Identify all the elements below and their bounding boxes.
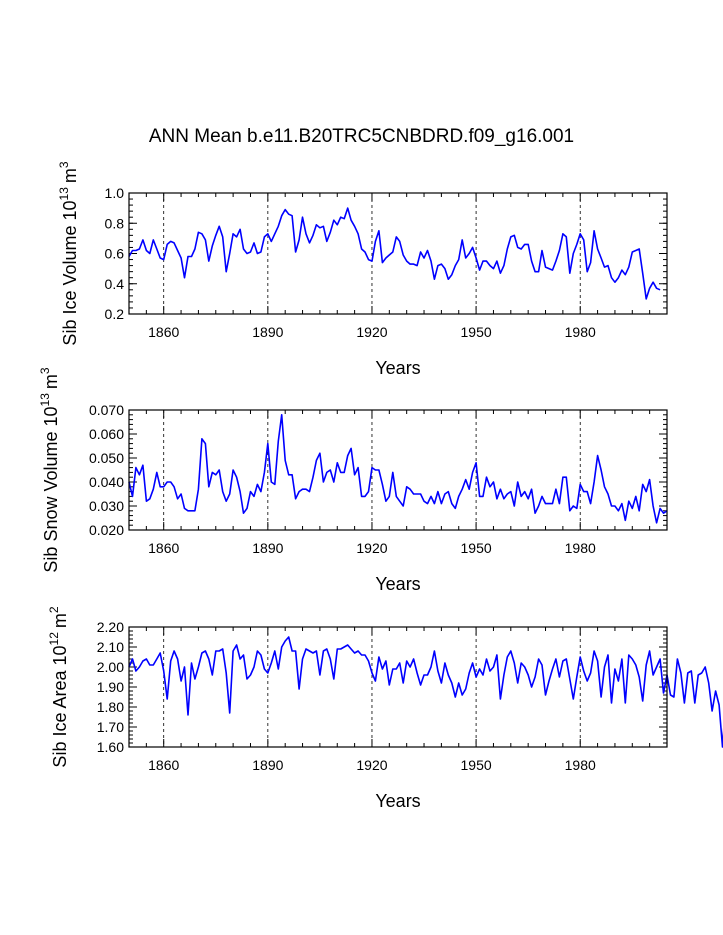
- plot-frame: [128, 626, 668, 748]
- x-tick-label-1980: 1980: [565, 324, 596, 340]
- y-axis-label: Sib Ice Volume 1013 m3: [57, 161, 80, 345]
- x-tick-label-1860: 1860: [148, 757, 179, 773]
- chart-panel-1: 1860 1890 1920 1950 1980 0.2 0.4 0.6 0.8 1.0 Years…: [57, 161, 668, 378]
- chart-panel-3: 1860 1890 1920 1950 1980 1.60 1.70 1.80 1.90 2.00…: [47, 606, 723, 811]
- y-tick-label: 1.80: [97, 699, 124, 715]
- y-tick-label: 0.2: [105, 306, 125, 322]
- y-axis-label-unit-exponent: 2: [47, 606, 61, 613]
- x-axis-label: Years: [375, 791, 420, 811]
- y-axis-label-exponent: 12: [47, 632, 61, 646]
- y-tick-label: 1.70: [97, 719, 124, 735]
- y-tick-label: 0.070: [89, 402, 124, 418]
- y-tick-label: 0.040: [89, 474, 124, 490]
- x-tick-label-1950: 1950: [461, 324, 492, 340]
- x-tick-label-1860: 1860: [148, 324, 179, 340]
- series-line-sib-snow-volume: [128, 413, 668, 524]
- x-tick-label-1890: 1890: [252, 757, 283, 773]
- y-axis-label: Sib Ice Area 1012 m2: [47, 606, 70, 767]
- y-axis-label-unit: m: [41, 374, 61, 389]
- x-tick-label-1890: 1890: [252, 540, 283, 556]
- y-axis-label-text: Sib Ice Area 10: [50, 645, 70, 767]
- y-tick-label: 0.030: [89, 498, 124, 514]
- x-tick-label-1920: 1920: [356, 324, 387, 340]
- y-axis-label-text: Sib Snow Volume 10: [41, 406, 61, 572]
- y-tick-label: 0.050: [89, 450, 124, 466]
- y-axis-label-unit: m: [60, 168, 80, 183]
- x-tick-label-1860: 1860: [148, 540, 179, 556]
- figure-title: ANN Mean b.e11.B20TRC5CNBDRD.f09_g16.001: [148, 126, 575, 147]
- x-axis-label: Years: [375, 358, 420, 378]
- plot-frame: [128, 192, 668, 315]
- y-tick-label: 1.90: [97, 679, 124, 695]
- y-axis-label-exponent: 13: [57, 187, 71, 201]
- y-tick-label: 2.00: [97, 659, 124, 675]
- y-tick-label: 1.0: [105, 185, 125, 201]
- x-tick-label-1950: 1950: [461, 757, 492, 773]
- x-tick-label-1980: 1980: [565, 757, 596, 773]
- x-tick-label-1920: 1920: [356, 757, 387, 773]
- y-axis-label: Sib Snow Volume 1013 m3: [38, 367, 61, 572]
- y-tick-label: 2.20: [97, 619, 124, 635]
- series-line-sib-ice-volume: [128, 207, 661, 300]
- y-axis-label-exponent: 13: [38, 393, 52, 407]
- y-tick-label: 0.6: [105, 246, 125, 262]
- y-tick-label: 0.4: [105, 276, 125, 292]
- x-tick-label-1950: 1950: [461, 540, 492, 556]
- y-axis-label-unit: m: [50, 613, 70, 628]
- chart-panel-2: 1860 1890 1920 1950 1980 0.020 0.030 0.040 0.050…: [38, 367, 668, 594]
- y-axis-label-unit-exponent: 3: [38, 367, 52, 374]
- y-tick-label: 0.8: [105, 215, 125, 231]
- y-tick-label: 1.60: [97, 739, 124, 755]
- x-tick-label-1890: 1890: [252, 324, 283, 340]
- x-tick-label-1980: 1980: [565, 540, 596, 556]
- y-tick-label: 0.020: [89, 522, 124, 538]
- y-tick-label: 0.060: [89, 426, 124, 442]
- x-axis-label: Years: [375, 574, 420, 594]
- y-tick-label: 2.10: [97, 639, 124, 655]
- y-axis-label-text: Sib Ice Volume 10: [60, 200, 80, 345]
- series-line-sib-ice-area: [128, 636, 723, 748]
- plot-frame: [128, 409, 668, 531]
- x-tick-label-1920: 1920: [356, 540, 387, 556]
- y-axis-label-unit-exponent: 3: [57, 161, 71, 168]
